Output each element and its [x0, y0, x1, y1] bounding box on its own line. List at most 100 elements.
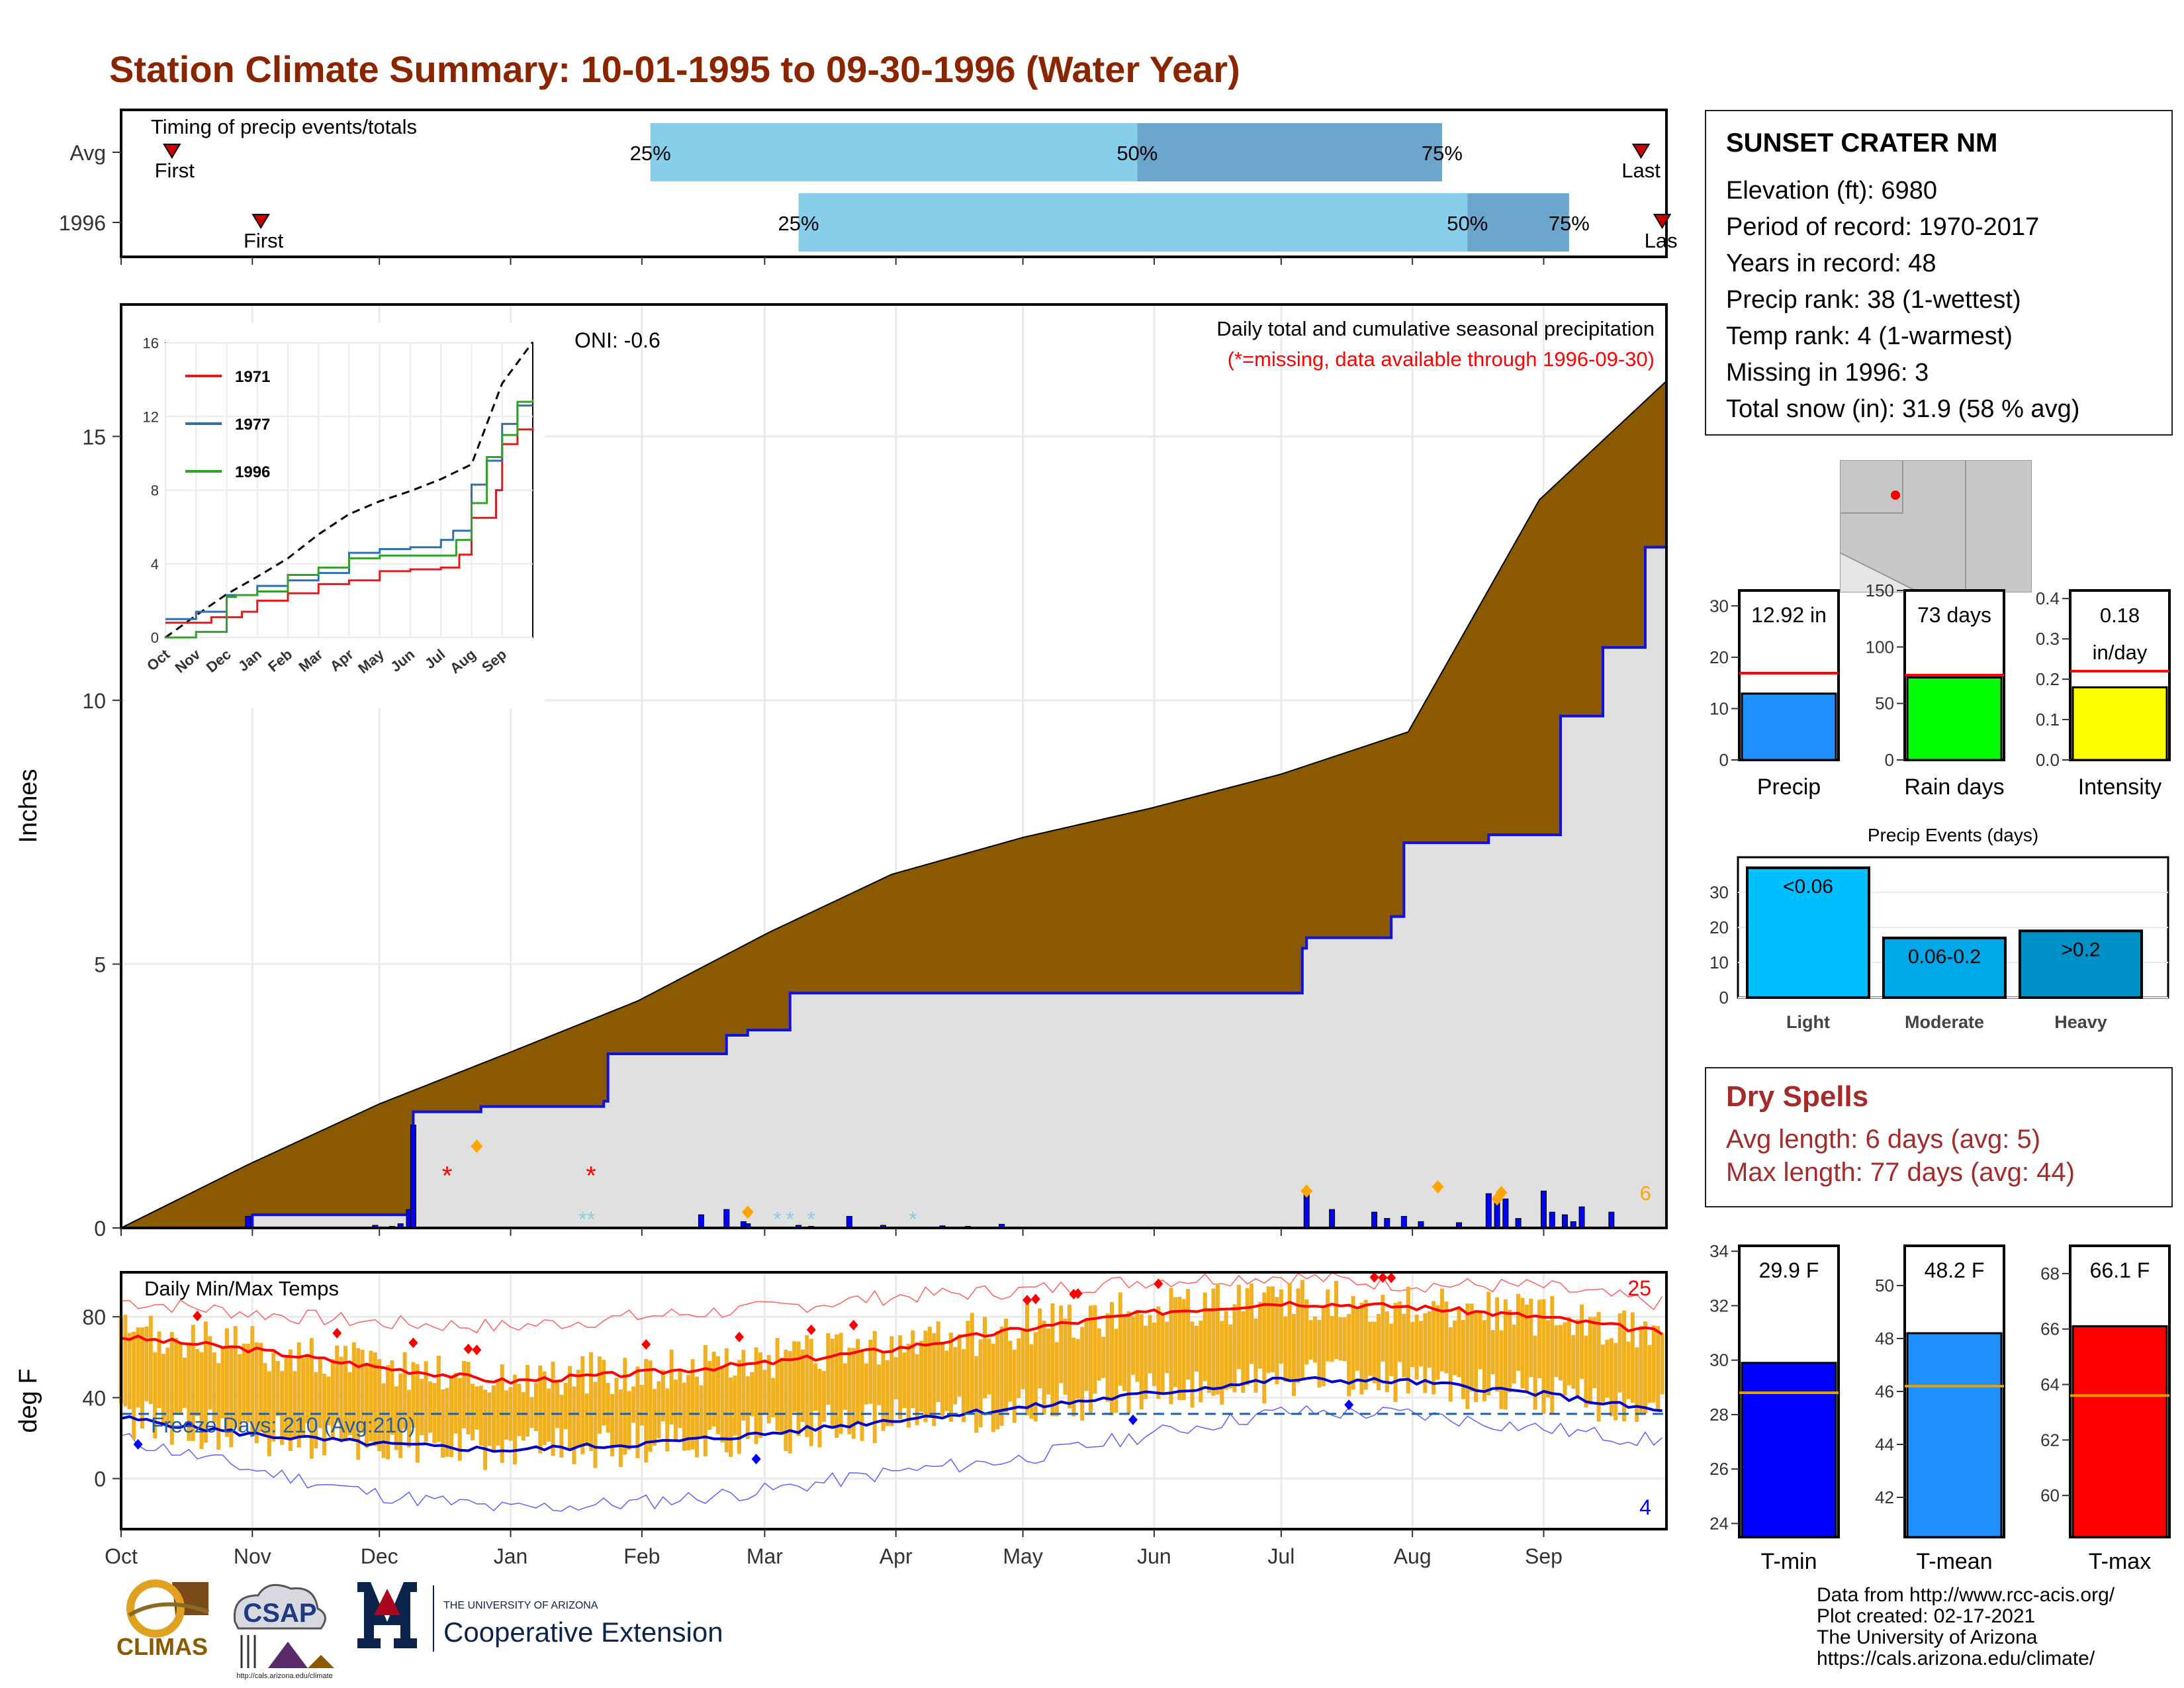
- dry-spells-max: Max length: 77 days (avg: 44): [1726, 1158, 2075, 1187]
- daily-temp-bar: [296, 1342, 301, 1448]
- daily-precip-bar: [1329, 1209, 1336, 1229]
- daily-temp-bar: [1469, 1303, 1474, 1392]
- summary-y-tick-label: 10: [1709, 698, 1729, 718]
- daily-temp-bar: [1626, 1341, 1631, 1399]
- summary-y-tick-label: 0.0: [2036, 750, 2060, 770]
- daily-temp-bar: [1097, 1328, 1101, 1381]
- daily-temp-bar: [572, 1386, 576, 1464]
- daily-temp-bar: [1359, 1302, 1364, 1395]
- daily-temp-bar: [1122, 1315, 1127, 1391]
- temp-chart-title: Daily Min/Max Temps: [144, 1277, 339, 1300]
- cum-y-tick-label: 0: [94, 1217, 106, 1241]
- daily-temp-bar: [182, 1358, 187, 1408]
- summary-bar: [1906, 1332, 2003, 1538]
- daily-temp-bar: [343, 1346, 348, 1439]
- daily-precip-bar: [1561, 1214, 1568, 1229]
- daily-temp-bar: [911, 1330, 915, 1409]
- daily-temp-bar: [1414, 1315, 1419, 1380]
- timing-pct-label: 75%: [1549, 212, 1590, 235]
- daily-temp-bar: [263, 1363, 267, 1436]
- ua-logo: THE UNIVERSITY OF ARIZONA Cooperative Ex…: [357, 1582, 723, 1652]
- timing-pct-label: 25%: [630, 142, 671, 165]
- month-label: Jul: [1267, 1544, 1295, 1568]
- timing-pct-label: 50%: [1447, 212, 1488, 235]
- daily-temp-bar: [1186, 1289, 1191, 1380]
- daily-temp-bar: [1372, 1321, 1377, 1383]
- record-high-line: [120, 1272, 1663, 1334]
- station-elevation: Elevation (ft): 6980: [1726, 177, 1937, 205]
- daily-temp-bar: [1008, 1340, 1013, 1402]
- daily-temp-bar: [1245, 1288, 1250, 1385]
- daily-temp-bar: [966, 1321, 970, 1413]
- daily-temp-bar: [1601, 1344, 1606, 1403]
- daily-temp-bar: [559, 1394, 564, 1458]
- credit-plot-created: Plot created: 02-17-2021: [1817, 1605, 2036, 1627]
- daily-temp-bar: [187, 1342, 191, 1441]
- daily-temp-bar: [301, 1358, 306, 1438]
- daily-temp-bar: [1109, 1302, 1114, 1415]
- daily-temp-bar: [1478, 1311, 1482, 1370]
- events-y-tick-label: 10: [1709, 953, 1729, 972]
- daily-precip-bar: [1371, 1211, 1378, 1229]
- record-high-marker: [1069, 1288, 1079, 1299]
- daily-temp-bar: [250, 1326, 255, 1436]
- daily-precip-bar: [1578, 1206, 1585, 1229]
- missing-marker: *: [586, 1161, 596, 1190]
- daily-temp-bar: [1444, 1301, 1449, 1374]
- daily-temp-bar: [1169, 1288, 1173, 1405]
- station-precip-rank: Precip rank: 38 (1-wettest): [1726, 286, 2021, 314]
- daily-temp-bar: [1512, 1325, 1516, 1384]
- daily-temp-bar: [1012, 1349, 1017, 1423]
- daily-temp-bar: [1410, 1321, 1415, 1368]
- summary-y-tick-label: 26: [1709, 1459, 1729, 1479]
- daily-temp-bar: [1596, 1312, 1601, 1422]
- daily-temp-bar: [1635, 1347, 1639, 1422]
- daily-temp-bar: [411, 1362, 416, 1428]
- last-event-label: Las: [1645, 229, 1678, 252]
- daily-temp-bar: [1630, 1312, 1635, 1403]
- record-high-marker: [193, 1310, 203, 1321]
- daily-temp-bar: [462, 1360, 467, 1429]
- events-y-tick-label: 20: [1709, 917, 1729, 937]
- daily-temp-bar: [1135, 1310, 1140, 1382]
- daily-temp-bar: [1075, 1338, 1080, 1399]
- credit-url: https://cals.arizona.edu/climate/: [1817, 1648, 2095, 1669]
- daily-temp-bar: [660, 1370, 665, 1422]
- summary-panel-label: Precip: [1757, 774, 1821, 800]
- daily-temp-bar: [703, 1344, 707, 1457]
- daily-temp-bar: [597, 1356, 602, 1434]
- climas-logo-text: CLIMAS: [116, 1633, 208, 1660]
- temp-frame: [120, 1271, 1668, 1530]
- daily-temp-bar: [639, 1385, 644, 1426]
- daily-temp-bar: [915, 1354, 919, 1425]
- daily-temp-bar: [665, 1388, 670, 1452]
- daily-temp-bar: [351, 1342, 356, 1440]
- record-high-marker: [1154, 1278, 1163, 1289]
- daily-temp-bar: [1529, 1298, 1533, 1378]
- daily-temp-bar: [983, 1317, 987, 1399]
- daily-temp-bar: [618, 1389, 623, 1468]
- timing-row-label: Avg: [69, 141, 106, 165]
- summary-bar: [2071, 686, 2168, 761]
- daily-temp-bar: [614, 1378, 619, 1445]
- daily-precip-bar: [1502, 1198, 1509, 1229]
- events-bar-label: 0.06-0.2: [1908, 946, 1981, 968]
- daily-temp-bar: [1347, 1313, 1351, 1397]
- station-years: Years in record: 48: [1726, 250, 1936, 277]
- timing-pct-label: 75%: [1422, 142, 1463, 165]
- snow-marker: *: [587, 1207, 595, 1231]
- daily-temp-bar: [1541, 1299, 1546, 1414]
- summary-y-tick-label: 28: [1709, 1405, 1729, 1425]
- snow-marker: *: [786, 1207, 794, 1231]
- daily-temp-bar: [821, 1371, 826, 1423]
- station-name: SUNSET CRATER NM: [1726, 128, 1998, 158]
- month-label: Nov: [234, 1544, 271, 1568]
- daily-temp-bar: [542, 1371, 547, 1446]
- avg-tmax-line: [120, 1300, 1663, 1385]
- cum-y-tick-label: 5: [94, 953, 106, 976]
- timing-pct-label: 50%: [1116, 142, 1158, 165]
- daily-temp-bar: [136, 1327, 140, 1408]
- daily-temp-bar: [483, 1389, 488, 1470]
- daily-temp-bar: [195, 1349, 200, 1416]
